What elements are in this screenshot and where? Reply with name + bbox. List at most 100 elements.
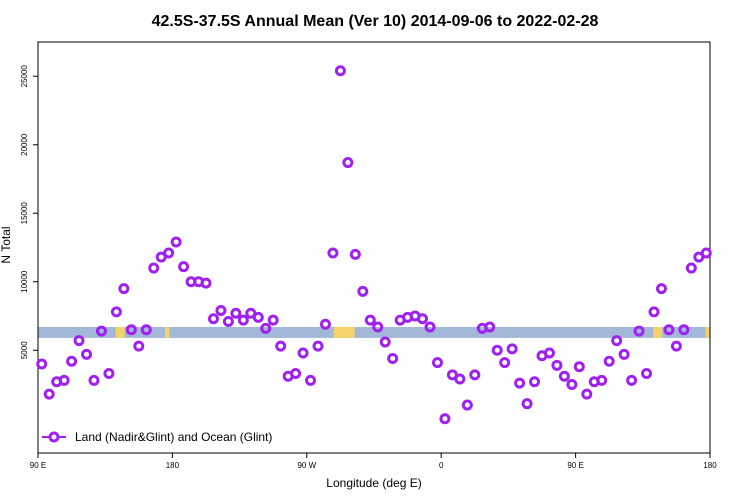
- data-point: [170, 236, 182, 248]
- land-patch: [333, 326, 355, 338]
- data-point: [439, 413, 451, 425]
- land-patch: [115, 326, 125, 338]
- data-point: [178, 261, 190, 273]
- data-point: [499, 357, 511, 369]
- data-point: [58, 374, 70, 386]
- data-point: [290, 368, 302, 380]
- data-point: [260, 322, 272, 334]
- y-axis-label: N Total: [0, 226, 13, 263]
- data-point: [267, 314, 279, 326]
- data-point: [95, 325, 107, 337]
- chart-title: 42.5S-37.5S Annual Mean (Ver 10) 2014-09…: [152, 13, 599, 30]
- data-point: [678, 324, 690, 336]
- data-point: [484, 321, 496, 333]
- data-point: [342, 157, 354, 169]
- legend-marker: [48, 431, 60, 443]
- data-point: [379, 336, 391, 348]
- data-point: [543, 347, 555, 359]
- data-point: [140, 324, 152, 336]
- data-point: [88, 374, 100, 386]
- data-point: [558, 370, 570, 382]
- data-point: [148, 262, 160, 274]
- x-tick-label: 90 E: [567, 461, 583, 470]
- data-point: [670, 340, 682, 352]
- data-point: [626, 374, 638, 386]
- x-axis-label: Longitude (deg E): [326, 476, 421, 490]
- land-band: [38, 326, 710, 338]
- data-point: [334, 65, 346, 77]
- data-point: [305, 374, 317, 386]
- data-point: [81, 348, 93, 360]
- data-point: [110, 306, 122, 318]
- data-point: [454, 373, 466, 385]
- y-tick-label: 25000: [20, 65, 29, 88]
- data-point: [529, 376, 541, 388]
- data-point: [237, 314, 249, 326]
- y-tick-label: 15000: [20, 202, 29, 225]
- data-point: [424, 321, 436, 333]
- data-point: [641, 368, 653, 380]
- data-point: [222, 315, 234, 327]
- data-point: [521, 398, 533, 410]
- y-tick-label: 5000: [20, 341, 29, 359]
- data-point: [357, 285, 369, 297]
- data-point: [596, 374, 608, 386]
- data-point: [573, 361, 585, 373]
- x-tick-label: 0: [439, 461, 444, 470]
- x-tick-label: 180: [703, 461, 717, 470]
- data-point: [275, 340, 287, 352]
- legend: Land (Nadir&Glint) and Ocean (Glint): [42, 430, 272, 444]
- data-point: [461, 399, 473, 411]
- data-point: [648, 306, 660, 318]
- data-point: [319, 318, 331, 330]
- data-point: [118, 283, 130, 295]
- x-tick-label: 180: [166, 461, 180, 470]
- data-point: [431, 357, 443, 369]
- data-point: [417, 313, 429, 325]
- data-point: [372, 321, 384, 333]
- land-patch: [164, 326, 170, 338]
- data-point: [581, 388, 593, 400]
- x-tick-label: 90 E: [30, 461, 46, 470]
- data-point: [163, 247, 175, 259]
- data-point: [230, 307, 242, 319]
- data-point: [469, 369, 481, 381]
- land-patch: [653, 326, 663, 338]
- data-point: [297, 347, 309, 359]
- data-point: [349, 248, 361, 260]
- data-point: [103, 368, 115, 380]
- data-point: [514, 377, 526, 389]
- data-point: [506, 343, 518, 355]
- data-point: [66, 355, 78, 367]
- plot-area: 5000 10000 15000 20000 25000 90 E 180 90 W 0 90 E…: [20, 41, 717, 470]
- data-point: [387, 352, 399, 364]
- data-point: [491, 344, 503, 356]
- data-point: [611, 335, 623, 347]
- data-point: [200, 277, 212, 289]
- data-point: [700, 247, 712, 259]
- data-point: [566, 379, 578, 390]
- land-patch: [705, 326, 710, 338]
- data-point: [618, 348, 630, 360]
- data-point: [655, 283, 667, 295]
- data-point: [312, 340, 324, 352]
- data-point: [73, 335, 85, 347]
- y-tick-label: 20000: [20, 133, 29, 156]
- x-tick-label: 90 W: [297, 461, 316, 470]
- data-point: [685, 262, 697, 274]
- plot-frame: [37, 41, 711, 454]
- data-point: [663, 324, 675, 336]
- data-point: [327, 247, 339, 259]
- data-point: [36, 358, 48, 370]
- legend-label: Land (Nadir&Glint) and Ocean (Glint): [75, 430, 272, 444]
- data-point: [215, 305, 227, 317]
- y-tick-label: 10000: [20, 270, 29, 293]
- data-point: [603, 355, 615, 367]
- data-point: [207, 313, 219, 325]
- data-point: [133, 340, 145, 352]
- data-point: [252, 311, 264, 323]
- data-point: [633, 325, 645, 337]
- data-point: [43, 388, 55, 400]
- data-point: [125, 324, 137, 336]
